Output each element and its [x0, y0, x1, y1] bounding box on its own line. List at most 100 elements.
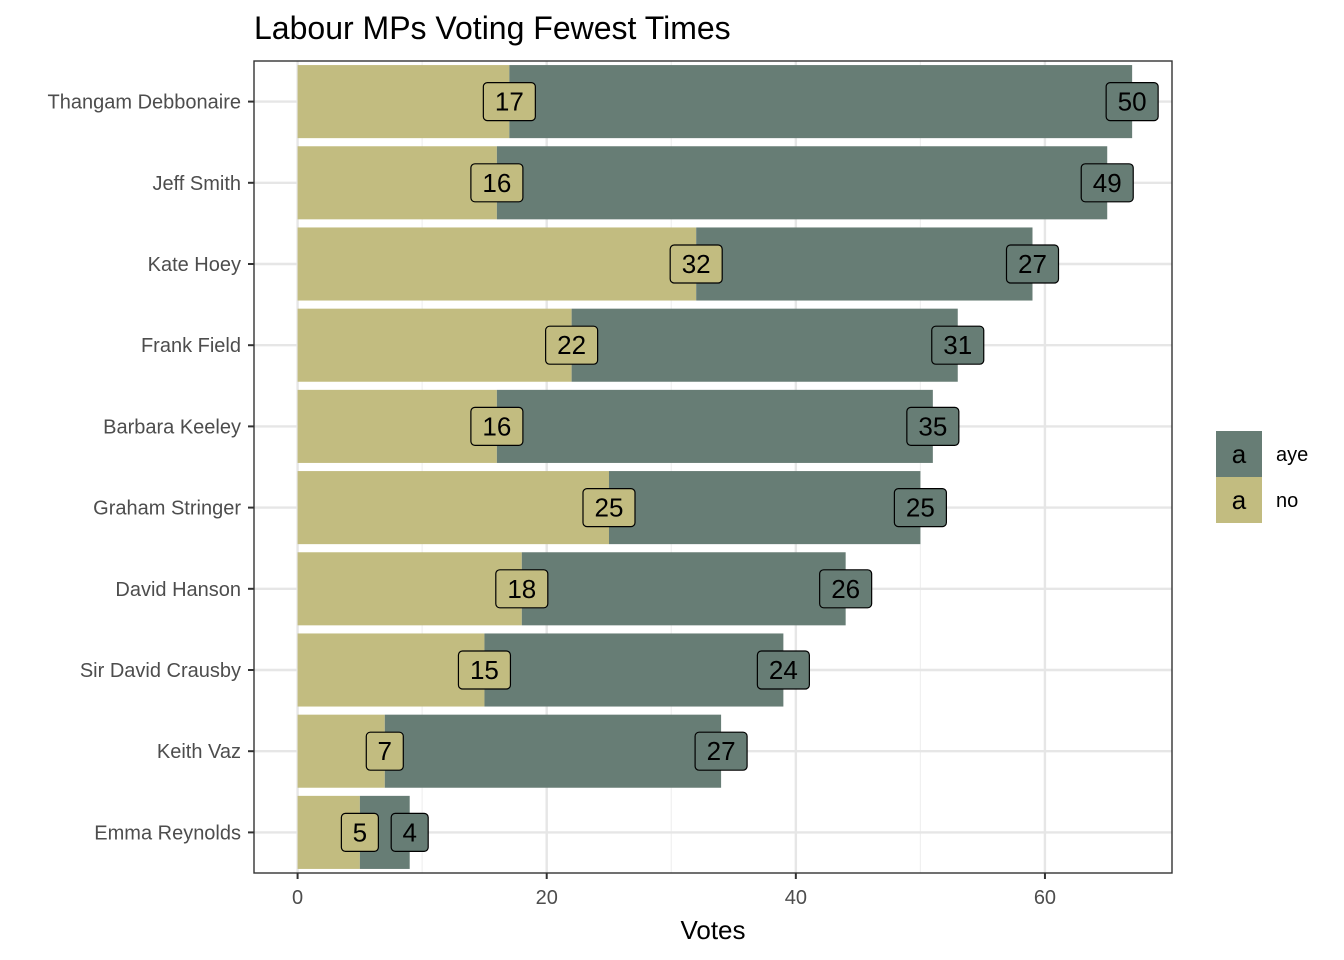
panel-border: [253, 60, 1173, 874]
x-tick-label: 40: [785, 887, 807, 909]
bar-aye: [509, 65, 1133, 139]
data-label-box: [495, 569, 549, 609]
y-tick-label: Keith Vaz: [157, 741, 241, 763]
data-label-no: 18: [495, 569, 549, 609]
data-label-aye: 24: [756, 650, 810, 690]
data-label-aye: 25: [893, 488, 947, 528]
y-tick-label: Jeff Smith: [152, 173, 241, 195]
bar-no: [297, 146, 497, 220]
x-tick-label: 60: [1034, 887, 1056, 909]
data-label-box: [582, 488, 636, 528]
data-label-text: 49: [1093, 168, 1122, 198]
data-label-text: 32: [682, 249, 711, 279]
data-label-box: [470, 163, 524, 203]
data-label-text: 5: [353, 817, 367, 847]
legend-key-glyph: a: [1232, 485, 1247, 515]
data-label-aye: 27: [694, 731, 748, 771]
data-label-text: 27: [1018, 249, 1047, 279]
data-label-no: 7: [365, 731, 404, 771]
legend-entry-no: a no: [1216, 477, 1298, 523]
data-label-box: [1005, 244, 1060, 284]
data-label-text: 50: [1118, 87, 1147, 117]
bar-no: [297, 633, 485, 707]
data-label-aye: 49: [1080, 163, 1134, 203]
chart-title: Labour MPs Voting Fewest Times: [254, 10, 731, 46]
data-label-text: 25: [595, 493, 624, 523]
data-label-no: 22: [545, 325, 599, 365]
data-label-aye: 4: [390, 812, 429, 853]
legend-entry-aye: a aye: [1216, 431, 1308, 477]
data-label-box: [390, 812, 429, 853]
data-label-no: 32: [669, 244, 723, 284]
data-label-no: 17: [482, 81, 536, 122]
y-tick-label: Thangam Debbonaire: [48, 92, 241, 114]
bar-aye: [496, 389, 933, 463]
data-label-box: [545, 325, 599, 365]
data-label-text: 24: [769, 655, 798, 685]
bar-aye: [496, 146, 1108, 220]
bar-aye: [521, 552, 846, 626]
data-label-box: [457, 650, 512, 690]
data-label-box: [819, 569, 873, 609]
bar-no: [297, 308, 572, 382]
data-label-text: 35: [918, 411, 947, 441]
legend-key-glyph: a: [1232, 439, 1247, 469]
data-label-box: [669, 244, 723, 284]
data-label-text: 18: [507, 574, 536, 604]
y-tick-label: Kate Hoey: [148, 254, 241, 276]
x-tick-label: 0: [292, 887, 303, 909]
data-label-box: [756, 650, 810, 690]
y-tick-label: Sir David Crausby: [80, 660, 241, 682]
data-label-box: [340, 812, 379, 853]
data-label-box: [365, 731, 404, 771]
data-label-text: 17: [495, 87, 524, 117]
data-label-box: [906, 406, 960, 446]
bar-no: [297, 471, 609, 545]
data-label-text: 31: [943, 330, 972, 360]
data-label-no: 25: [582, 488, 636, 528]
data-label-text: 25: [906, 493, 935, 523]
data-label-no: 5: [340, 812, 379, 853]
bar-aye: [384, 714, 722, 788]
y-tick-label: Frank Field: [141, 335, 241, 357]
data-label-box: [694, 731, 748, 771]
data-label-box: [470, 406, 524, 446]
bar-aye: [571, 308, 958, 382]
x-axis: 0 20 40 60: [292, 873, 1056, 909]
data-label-no: 16: [470, 406, 524, 446]
bar-no: [297, 65, 510, 139]
legend-label: no: [1276, 490, 1298, 512]
y-tick-label: Graham Stringer: [93, 498, 241, 520]
legend-key: [1216, 477, 1262, 523]
legend-label: aye: [1276, 444, 1308, 466]
data-label-no: 15: [457, 650, 512, 690]
data-label-text: 16: [482, 411, 511, 441]
y-tick-label: David Hanson: [115, 579, 241, 601]
data-label-text: 27: [707, 736, 736, 766]
bar-aye: [608, 471, 921, 545]
data-label-box: [931, 325, 985, 365]
data-label-box: [482, 81, 536, 122]
y-axis: Thangam Debbonaire Jeff Smith Kate Hoey Fra…: [48, 92, 254, 844]
data-label-box: [1080, 163, 1134, 203]
x-axis-title: Votes: [680, 915, 745, 945]
data-label-text: 16: [482, 168, 511, 198]
bar-no: [297, 389, 497, 463]
data-label-text: 7: [378, 736, 392, 766]
bar-aye: [484, 633, 784, 707]
plot-panel: 17 50 16 49 32 27 22 31 16 35 25 25 18 26 15 24 7 27 5 4: [253, 60, 1173, 874]
y-tick-label: Barbara Keeley: [103, 416, 241, 438]
data-label-aye: 27: [1005, 244, 1060, 284]
x-tick-label: 20: [536, 887, 558, 909]
bar-no: [297, 227, 697, 301]
bar-no: [297, 552, 522, 626]
data-label-box: [893, 488, 947, 528]
data-label-aye: 35: [906, 406, 960, 446]
data-label-box: [1105, 81, 1159, 122]
legend-key: [1216, 431, 1262, 477]
data-label-aye: 31: [931, 325, 985, 365]
legend: a aye a no: [1216, 431, 1308, 523]
data-label-no: 16: [470, 163, 524, 203]
data-label-aye: 50: [1105, 81, 1159, 122]
